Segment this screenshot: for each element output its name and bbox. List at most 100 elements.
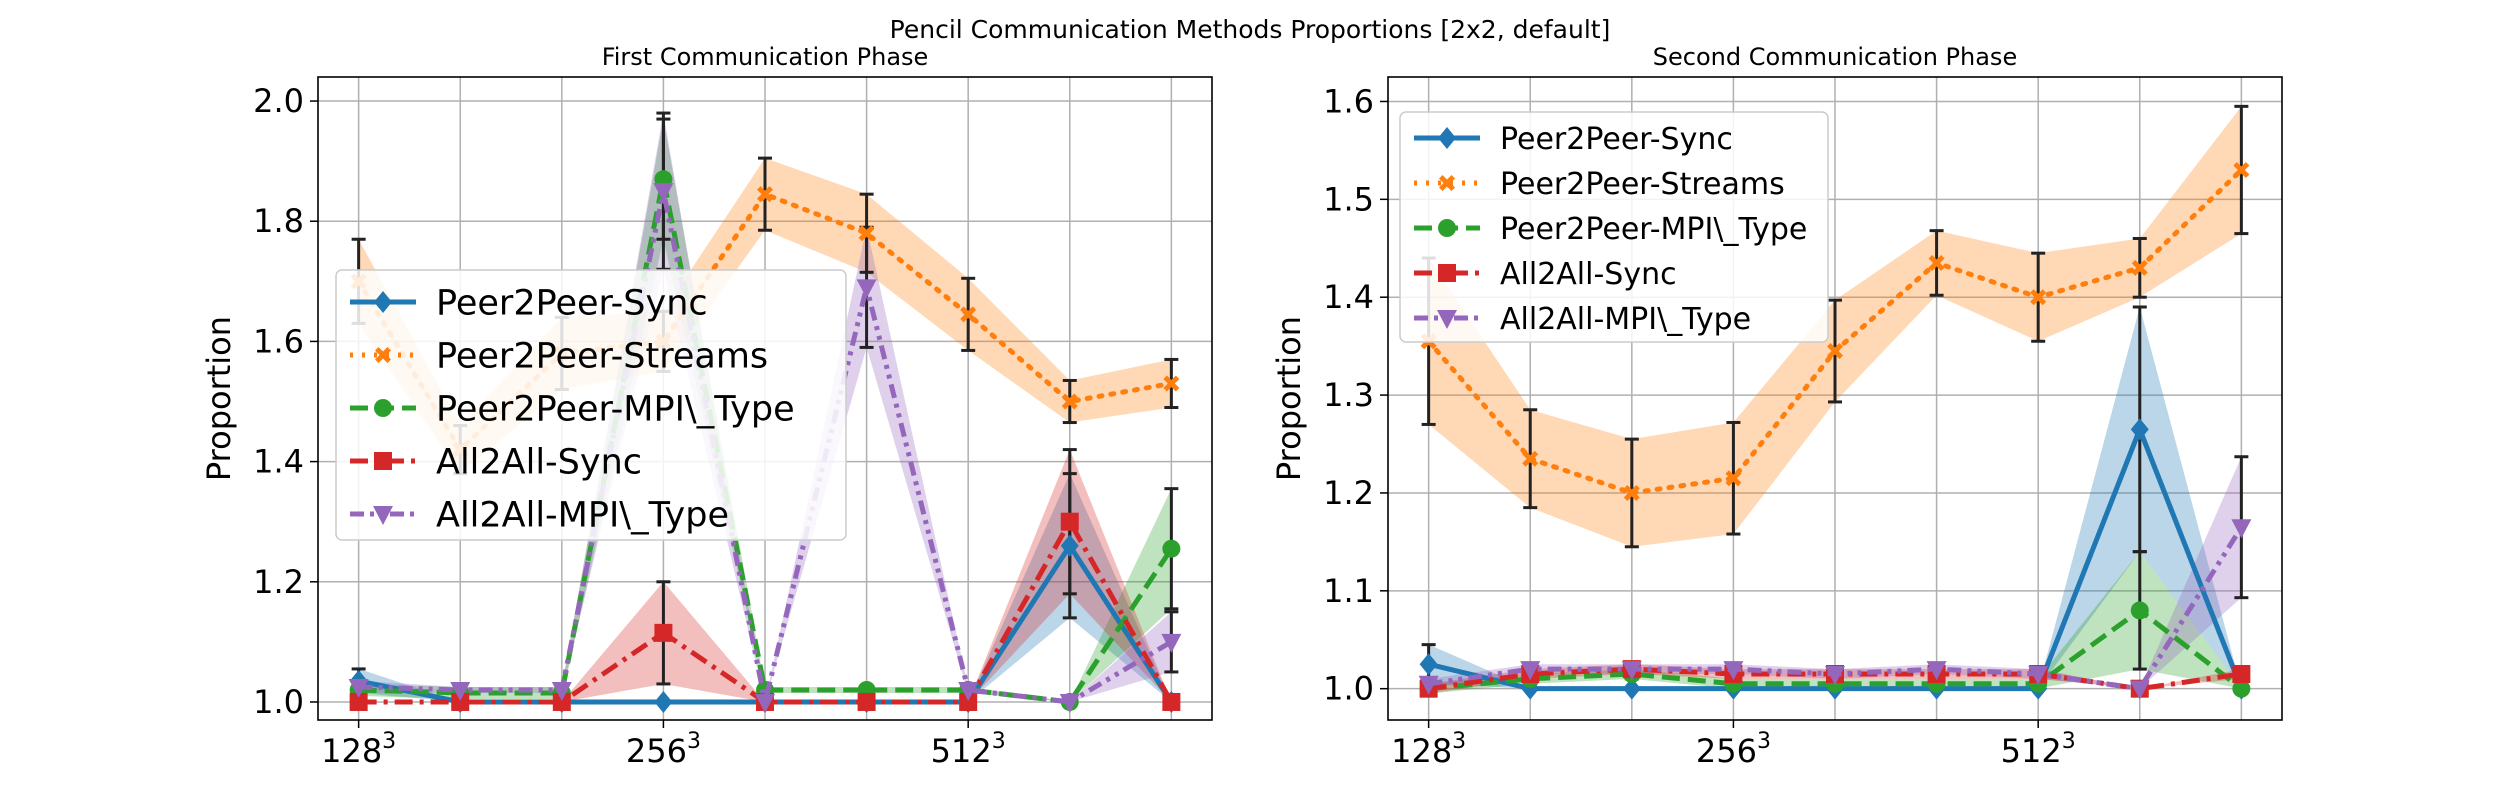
panel-title: Second Communication Phase (1653, 43, 2017, 71)
panel-second-communication-phase: Second Communication Phase 1.0 1.1 1.2 1.3 1.… (1270, 43, 2283, 770)
y-axis-label: Proportion (1270, 316, 1308, 481)
error-band-all2all-mpi-type (1428, 456, 2242, 689)
data-point-all2all-sync (857, 692, 876, 711)
data-point-all2all-sync (654, 623, 673, 642)
data-point-all2all-mpi-type (755, 693, 775, 713)
data-point-peer2peer-streams (1623, 484, 1640, 501)
data-point-peer2peer-sync (1419, 653, 1438, 676)
y-axis-label: Proportion (200, 316, 238, 481)
x-tick-label: 2563 (1696, 729, 1771, 770)
legend-marker (1439, 175, 1455, 191)
x-tick-label: 1283 (1391, 729, 1466, 770)
data-point-all2all-mpi-type (1520, 661, 1541, 681)
legend-entry-peer2peer-streams: Peer2Peer-Streams (350, 337, 768, 377)
panel-title: First Communication Phase (602, 43, 929, 71)
data-point-all2all-mpi-type (958, 681, 979, 701)
legend-label: All2All-Sync (436, 443, 642, 483)
legend-label: Peer2Peer-Sync (436, 284, 708, 324)
legend-marker (1438, 264, 1456, 282)
x-tick-label: 1283 (321, 729, 396, 770)
legend-entry-all2all-sync: All2All-Sync (1414, 257, 1677, 292)
data-point-all2all-sync (959, 692, 978, 711)
y-tick-label: 2.0 (253, 82, 304, 120)
legend-label: All2All-MPI\_Type (436, 496, 729, 536)
data-point-all2all-mpi-type (1059, 693, 1080, 713)
legend-marker (1438, 219, 1456, 237)
y-tick-label: 1.6 (253, 322, 304, 360)
legend-label: Peer2Peer-MPI\_Type (436, 390, 795, 430)
legend-entry-all2all-mpi-type: All2All-MPI\_Type (350, 496, 729, 536)
legend: Peer2Peer-Sync Peer2Peer-Streams Peer2Peer… (1399, 111, 1829, 343)
data-point-all2all-mpi-type (2231, 519, 2252, 539)
data-point-peer2peer-streams (1522, 450, 1539, 467)
x-tick-label: 5123 (931, 729, 1006, 770)
legend-entry-all2all-mpi-type: All2All-MPI\_Type (1414, 302, 1751, 337)
y-axis-ticks: 1.0 1.1 1.2 1.3 1.4 1.5 1.6 (1323, 82, 1388, 708)
data-point-all2all-mpi-type (1926, 661, 1947, 681)
y-tick-label: 1.4 (1323, 278, 1374, 316)
data-point-all2all-mpi-type (1418, 675, 1439, 695)
legend-label: All2All-Sync (1500, 257, 1677, 292)
data-point-peer2peer-streams (2233, 161, 2250, 178)
legend-entry-peer2peer-mpi-type: Peer2Peer-MPI\_Type (1414, 212, 1807, 247)
data-point-all2all-mpi-type (1723, 661, 1744, 681)
y-tick-label: 1.4 (253, 443, 304, 481)
data-point-all2all-mpi-type (1621, 661, 1642, 681)
panel-first-communication-phase: First Communication Phase 1.0 1.2 1.4 1.6 1.8… (200, 43, 1213, 770)
legend-label: Peer2Peer-Streams (436, 337, 768, 377)
data-point-peer2peer-streams (858, 225, 875, 242)
data-point-all2all-mpi-type (653, 183, 674, 203)
data-point-all2all-mpi-type (348, 678, 369, 698)
data-point-all2all-sync (451, 692, 470, 711)
legend-box (335, 269, 847, 541)
data-point-peer2peer-streams (1163, 375, 1180, 392)
y-axis-ticks: 1.0 1.2 1.4 1.6 1.8 2.0 (253, 82, 318, 721)
x-tick-label: 2563 (626, 729, 701, 770)
legend-marker (374, 291, 392, 313)
data-point-peer2peer-mpi-type (1162, 539, 1181, 558)
data-point-peer2peer-streams (2131, 259, 2148, 276)
x-axis-ticks: 1283 2563 5123 (1391, 720, 2076, 770)
y-tick-label: 1.3 (1323, 376, 1374, 414)
plot-frame (317, 76, 1213, 721)
y-tick-label: 1.2 (1323, 474, 1374, 512)
y-tick-label: 1.0 (1323, 670, 1374, 708)
data-point-peer2peer-streams (1061, 393, 1078, 410)
data-point-all2all-mpi-type (2129, 680, 2150, 700)
legend-entry-all2all-sync: All2All-Sync (350, 443, 642, 483)
data-point-peer2peer-streams (1827, 343, 1843, 360)
data-point-peer2peer-sync (2130, 418, 2149, 441)
data-point-peer2peer-streams (960, 306, 977, 323)
data-point-peer2peer-streams (1725, 470, 1742, 487)
data-point-peer2peer-streams (2030, 289, 2047, 306)
legend-label: All2All-MPI\_Type (1500, 302, 1751, 337)
y-tick-label: 1.5 (1323, 180, 1374, 218)
data-point-all2all-sync (552, 692, 571, 711)
legend-marker (1438, 127, 1456, 149)
legend-entry-peer2peer-streams: Peer2Peer-Streams (1414, 167, 1785, 202)
legend-entry-peer2peer-mpi-type: Peer2Peer-MPI\_Type (350, 390, 795, 430)
legend-label: Peer2Peer-MPI\_Type (1500, 212, 1807, 247)
data-point-peer2peer-sync (1622, 677, 1641, 700)
legend-label: Peer2Peer-Streams (1500, 167, 1785, 202)
y-tick-label: 1.1 (1323, 572, 1374, 610)
figure-title: Pencil Communication Methods Proportions… (890, 15, 1611, 44)
legend-box (1399, 111, 1829, 343)
x-axis-ticks: 1283 2563 5123 (321, 720, 1006, 770)
legend-marker (373, 506, 393, 525)
data-point-peer2peer-mpi-type (2232, 679, 2251, 698)
data-point-all2all-sync (2232, 665, 2251, 684)
data-point-all2all-mpi-type (1161, 633, 1182, 653)
data-point-all2all-sync (1060, 512, 1079, 531)
data-point-all2all-mpi-type (856, 279, 877, 299)
legend-marker (374, 399, 392, 417)
legend: Peer2Peer-Sync Peer2Peer-Streams Peer2Peer… (335, 269, 847, 541)
data-point-all2all-mpi-type (551, 681, 572, 701)
legend-label: Peer2Peer-Sync (1500, 122, 1733, 157)
data-point-all2all-mpi-type (2028, 666, 2049, 686)
legend-marker (374, 452, 392, 470)
data-point-all2all-mpi-type (1825, 666, 1845, 686)
y-tick-label: 1.2 (253, 563, 304, 601)
legend-entry-peer2peer-sync: Peer2Peer-Sync (1414, 122, 1733, 157)
